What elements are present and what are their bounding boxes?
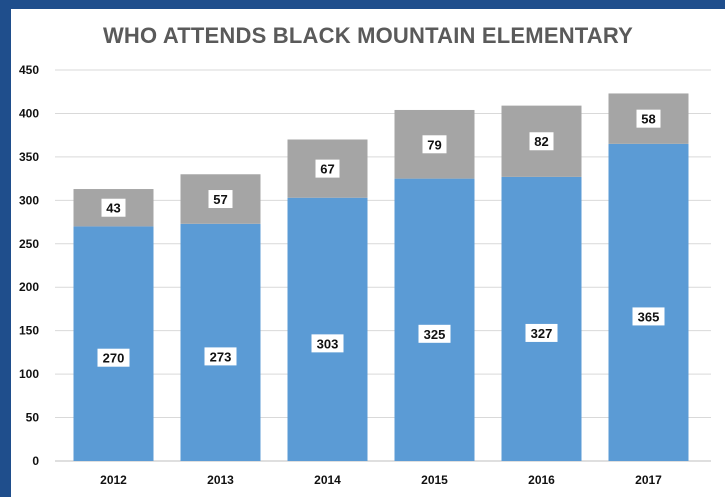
x-tick-label: 2012	[100, 473, 127, 487]
y-tick-label: 200	[19, 280, 39, 294]
bar-segment	[73, 226, 154, 461]
data-label-box	[529, 132, 554, 151]
chart-frame: WHO ATTENDS BLACK MOUNTAIN ELEMENTARY 0 5…	[11, 9, 725, 497]
data-label: 82	[534, 134, 548, 149]
y-tick-label: 150	[19, 324, 39, 338]
data-label-box	[101, 198, 126, 217]
data-label-box	[632, 307, 665, 326]
y-tick-label: 250	[19, 237, 39, 251]
bar-segment	[180, 223, 261, 461]
data-label-box	[422, 135, 447, 154]
data-label: 327	[531, 326, 553, 341]
x-tick-label: 2013	[207, 473, 234, 487]
data-label-box	[97, 348, 130, 367]
x-tick-label: 2017	[635, 473, 662, 487]
bar-segment	[608, 143, 689, 461]
y-tick-label: 300	[19, 193, 39, 207]
data-label: 57	[213, 192, 227, 207]
data-label: 270	[103, 351, 125, 366]
data-label: 365	[638, 309, 660, 324]
data-label-box	[636, 109, 661, 128]
x-tick-label: 2015	[421, 473, 448, 487]
data-label: 79	[427, 137, 441, 152]
chart-title: WHO ATTENDS BLACK MOUNTAIN ELEMENTARY	[102, 23, 634, 48]
y-tick-label: 450	[19, 63, 39, 77]
y-tick-label: 350	[19, 150, 39, 164]
y-tick-label: 0	[32, 454, 39, 468]
bar-segment	[394, 178, 475, 461]
data-label-box	[204, 347, 237, 366]
data-label: 67	[320, 162, 334, 177]
data-label-box	[311, 334, 344, 353]
data-label: 303	[317, 336, 339, 351]
data-label-box	[208, 190, 233, 209]
data-label-box	[418, 324, 451, 343]
y-tick-label: 400	[19, 106, 39, 120]
x-tick-label: 2016	[528, 473, 555, 487]
chart-plot: 0 50 100 150 200 250 300 350 400 450 270 43 2012 273 5…	[19, 63, 711, 487]
data-label: 43	[106, 201, 120, 216]
y-tick-label: 50	[26, 411, 40, 425]
x-tick-label: 2014	[314, 473, 341, 487]
data-label-box	[525, 323, 558, 342]
data-label-box	[315, 159, 340, 178]
data-label: 58	[641, 112, 655, 127]
data-label: 273	[210, 349, 232, 364]
bar-segment	[287, 197, 368, 461]
bar-segment	[501, 176, 582, 461]
y-tick-label: 100	[19, 367, 39, 381]
data-label: 325	[424, 327, 446, 342]
